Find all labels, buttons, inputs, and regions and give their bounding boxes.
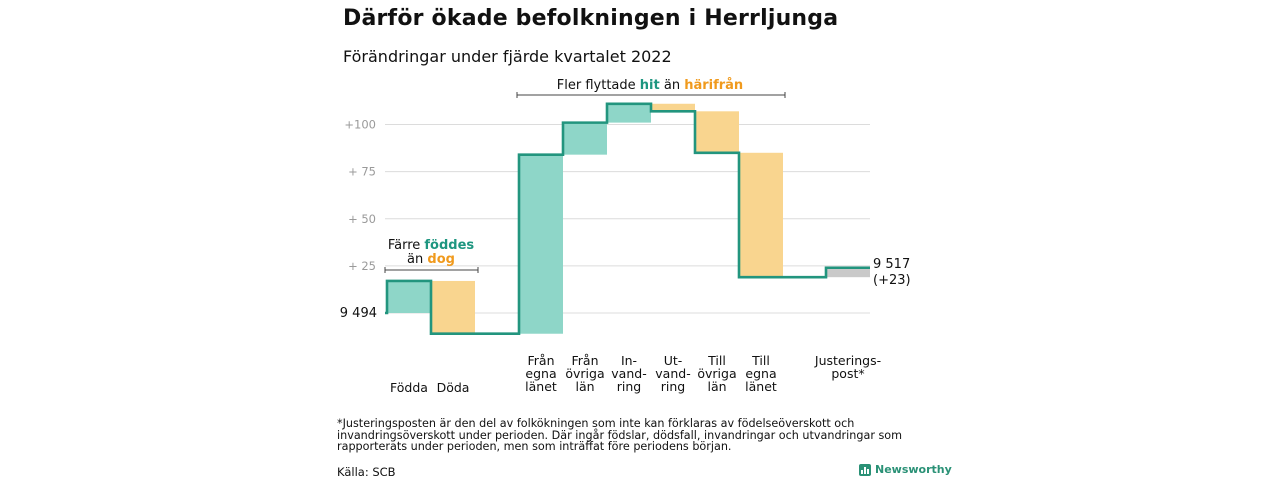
start-value-label: 9 494 bbox=[340, 306, 377, 321]
bar-chart-icon bbox=[859, 463, 871, 476]
category-label: länet bbox=[525, 379, 557, 394]
running-total-line bbox=[385, 102, 870, 336]
category-label: Till bbox=[751, 353, 770, 368]
category-label: vand- bbox=[611, 366, 646, 381]
category-label: ring bbox=[617, 379, 641, 394]
category-label: vand- bbox=[655, 366, 690, 381]
waterfall-bar bbox=[651, 103, 695, 112]
category-label: egna bbox=[525, 366, 556, 381]
waterfall-bar bbox=[695, 111, 739, 153]
y-tick-label: + 75 bbox=[348, 165, 376, 179]
category-label: In- bbox=[621, 353, 637, 368]
category-label: Döda bbox=[437, 380, 470, 395]
category-label: länet bbox=[745, 379, 777, 394]
newsworthy-logo: Newsworthy bbox=[859, 463, 952, 476]
category-label: Till bbox=[707, 353, 726, 368]
y-tick-label: + 25 bbox=[348, 259, 376, 273]
end-total-label: 9 517 bbox=[873, 257, 910, 272]
chart-subtitle: Förändringar under fjärde kvartalet 2022 bbox=[343, 47, 672, 66]
category-label: ring bbox=[661, 379, 685, 394]
footnote: *Justeringsposten är den del av folkökni… bbox=[337, 417, 903, 453]
y-tick-label: +100 bbox=[344, 118, 376, 132]
end-change-label: (+23) bbox=[873, 273, 911, 288]
y-tick-label: + 50 bbox=[348, 212, 376, 226]
annotation-migration-text: Fler flyttade hit än härifrån bbox=[557, 78, 743, 93]
category-label: övriga bbox=[697, 366, 736, 381]
category-label: Justerings- bbox=[814, 353, 881, 368]
category-label: län bbox=[707, 379, 726, 394]
annotation-born-text: Färre föddes bbox=[388, 238, 475, 253]
category-label: län bbox=[575, 379, 594, 394]
category-label: Födda bbox=[390, 380, 428, 395]
waterfall-bar bbox=[563, 122, 607, 155]
waterfall-bar bbox=[826, 267, 870, 278]
waterfall-bar bbox=[387, 280, 431, 313]
category-label: övriga bbox=[565, 366, 604, 381]
category-label: post* bbox=[831, 366, 864, 381]
chart-title: Därför ökade befolkningen i Herrljunga bbox=[343, 6, 839, 31]
waterfall-bar bbox=[739, 152, 783, 278]
category-label: Från bbox=[571, 353, 598, 368]
brand-name: Newsworthy bbox=[875, 463, 952, 476]
waterfall-bar bbox=[607, 103, 651, 123]
waterfall-bar bbox=[431, 280, 475, 334]
category-label: egna bbox=[745, 366, 776, 381]
source-label: Källa: SCB bbox=[337, 465, 396, 479]
category-label: Från bbox=[527, 353, 554, 368]
waterfall-bar bbox=[519, 154, 563, 334]
annotation-died-text: än dog bbox=[407, 252, 455, 267]
category-label: Ut- bbox=[664, 353, 683, 368]
